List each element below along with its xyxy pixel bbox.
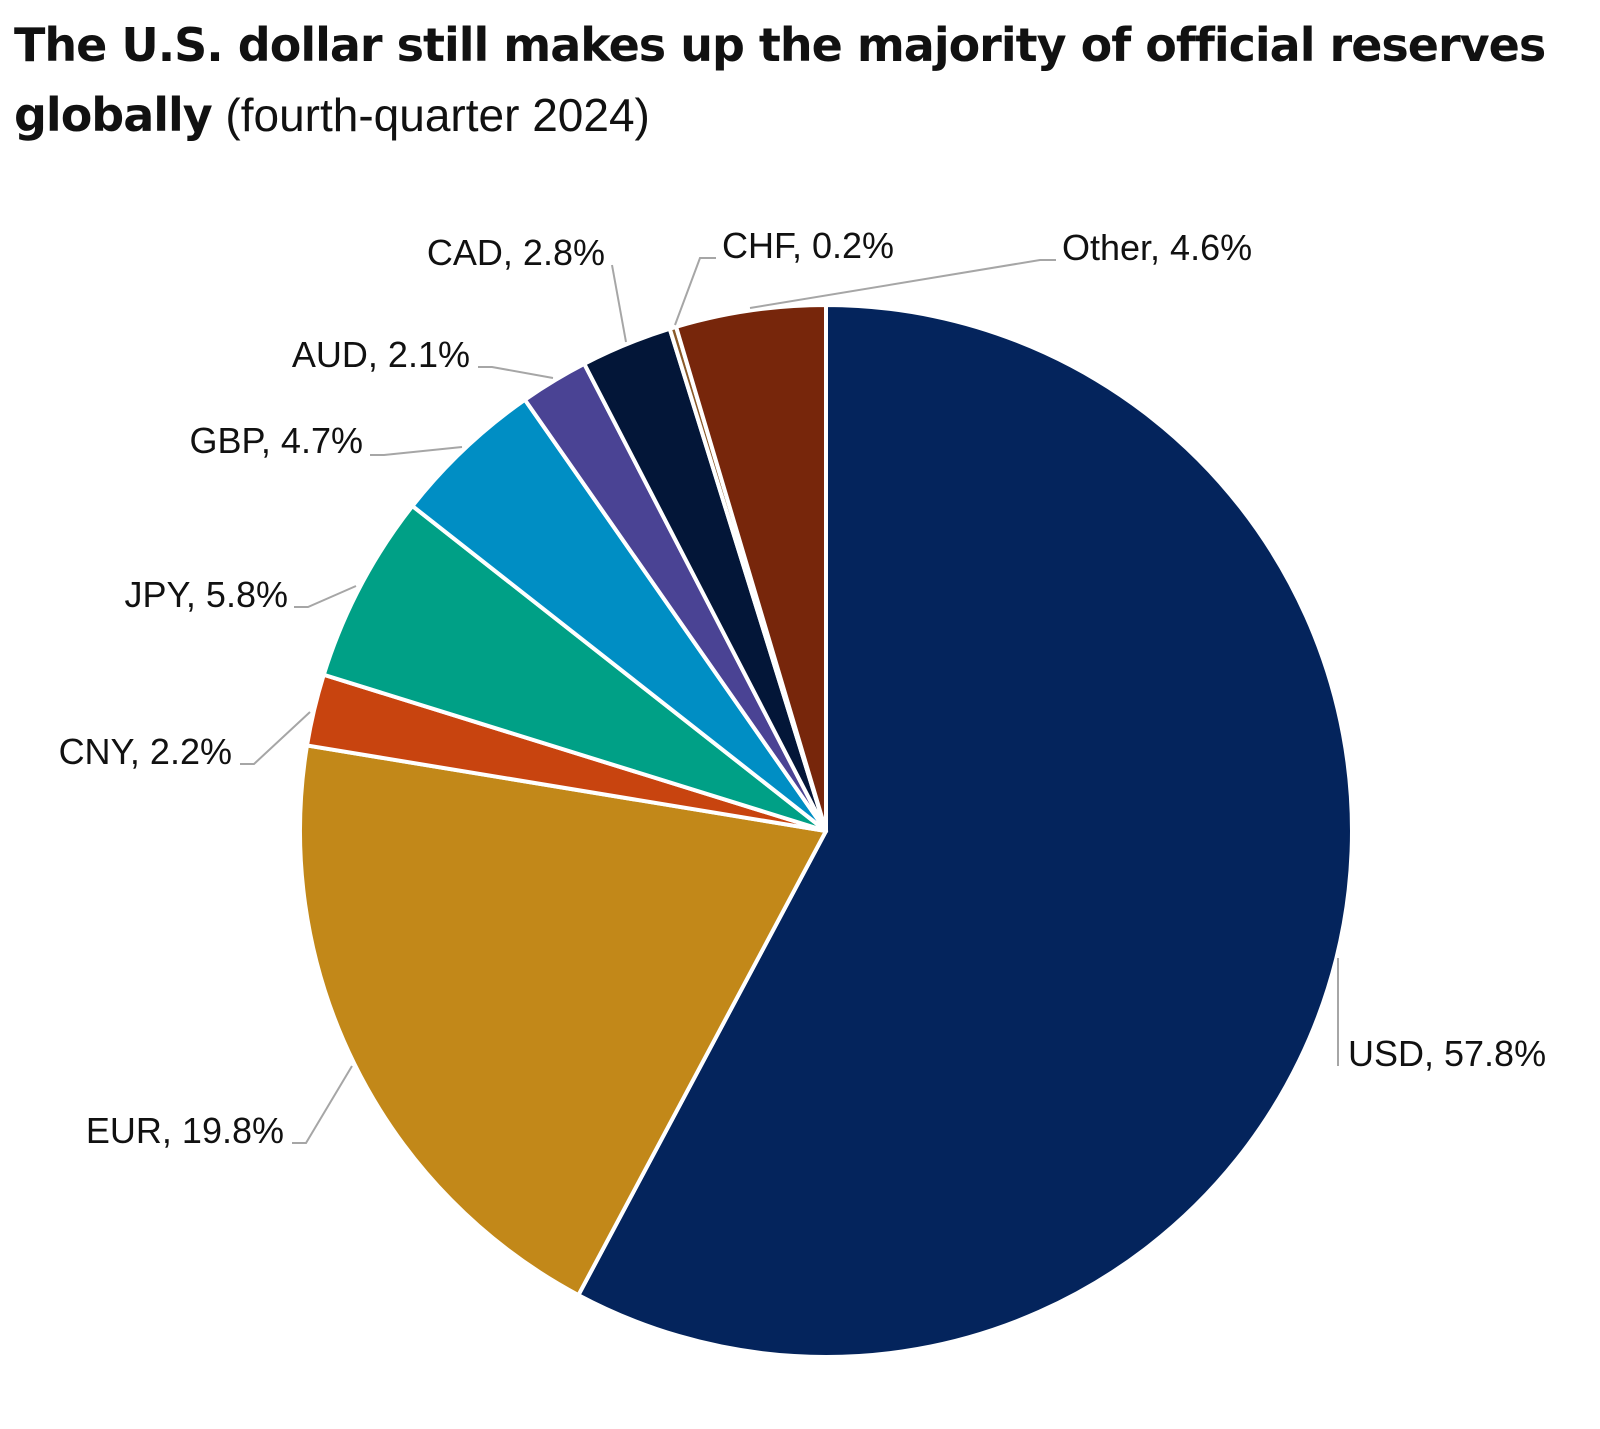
pie-slice-gbp bbox=[410, 397, 828, 833]
chart-subtitle: (fourth-quarter 2024) bbox=[225, 89, 650, 141]
slice-label-other: Other, 4.6% bbox=[1062, 227, 1252, 268]
pie-slice-usd bbox=[576, 303, 1354, 1359]
slice-label-gbp: GBP, 4.7% bbox=[190, 420, 363, 461]
pie-slice-other bbox=[674, 303, 828, 833]
slice-label-aud: AUD, 2.1% bbox=[292, 334, 470, 375]
slice-label-jpy: JPY, 5.8% bbox=[125, 574, 288, 615]
leader-line-other bbox=[749, 259, 1056, 309]
chart-title-block: The U.S. dollar still makes up the major… bbox=[14, 10, 1574, 150]
leader-line-eur bbox=[292, 1065, 353, 1144]
slice-label-cny: CNY, 2.2% bbox=[59, 731, 232, 772]
leader-line-cad bbox=[611, 264, 627, 343]
slice-label-eur: EUR, 19.8% bbox=[86, 1110, 284, 1151]
leader-line-jpy bbox=[294, 585, 357, 608]
leader-line-cny bbox=[240, 711, 311, 765]
leader-lines bbox=[240, 257, 1339, 1144]
slice-label-usd: USD, 57.8% bbox=[1348, 1033, 1546, 1074]
leader-line-gbp bbox=[370, 446, 463, 456]
chart-title: The U.S. dollar still makes up the major… bbox=[14, 18, 1546, 142]
slice-label-chf: CHF, 0.2% bbox=[722, 225, 894, 266]
pie-slices bbox=[298, 303, 1354, 1359]
pie-slice-eur bbox=[298, 743, 828, 1298]
slice-label-cad: CAD, 2.8% bbox=[427, 232, 605, 273]
leader-line-aud bbox=[478, 366, 554, 379]
slice-labels: USD, 57.8% EUR, 19.8% CNY, 2.2% JPY, 5.8% GB… bbox=[59, 225, 1547, 1151]
leader-line-chf bbox=[674, 257, 716, 326]
pie-slice-jpy bbox=[321, 504, 828, 833]
